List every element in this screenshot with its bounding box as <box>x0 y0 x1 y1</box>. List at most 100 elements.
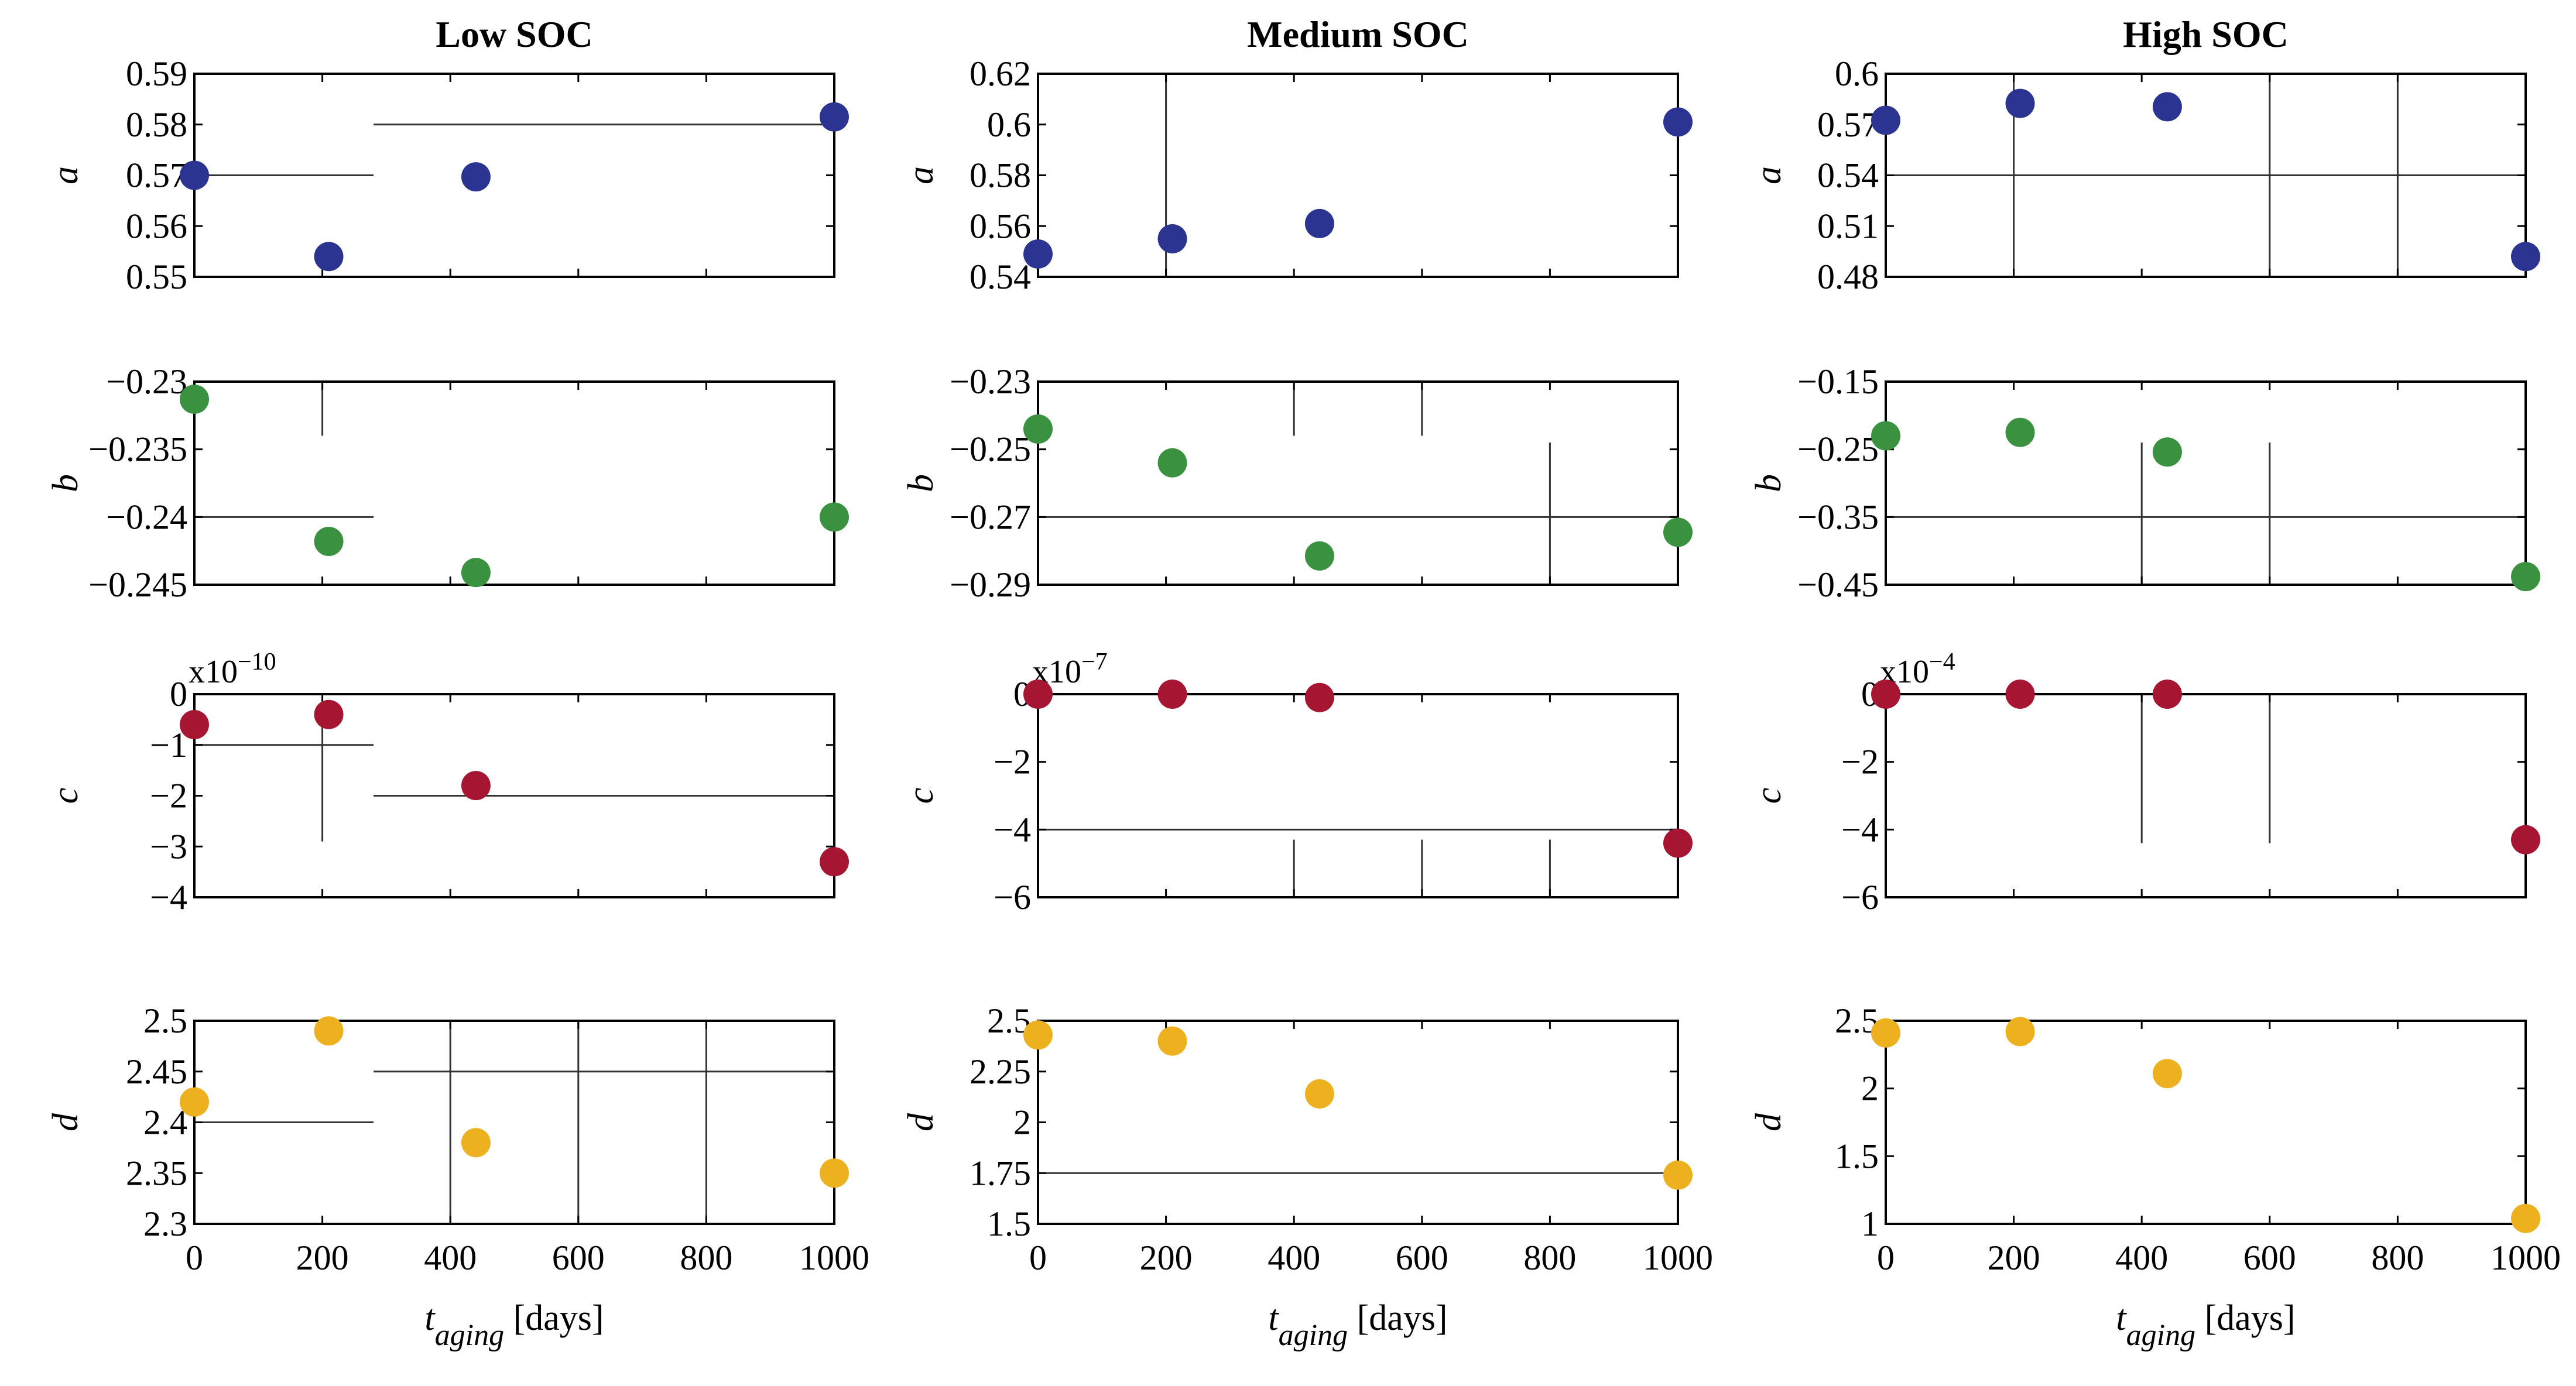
exponent-label: x10−10 <box>189 649 276 690</box>
y-tick-label: 0.59 <box>126 54 187 93</box>
y-tick-label: 2.25 <box>970 1052 1031 1091</box>
data-point-d <box>1871 1018 1900 1048</box>
data-point-b <box>1663 517 1693 547</box>
y-tick-label: 0.48 <box>1817 258 1879 296</box>
x-tick-label: 800 <box>1523 1239 1576 1277</box>
y-tick-label: −6 <box>1841 878 1879 917</box>
y-axis-label: a <box>1749 166 1789 184</box>
data-point-b <box>1871 421 1900 451</box>
x-tick-label: 400 <box>424 1239 477 1277</box>
data-point-b <box>2152 437 2182 467</box>
data-point-a <box>820 102 849 132</box>
data-point-d <box>1304 1079 1334 1109</box>
plot-frame <box>1037 73 1679 278</box>
y-tick-label: −1 <box>150 726 187 764</box>
x-axis-label: taging [days] <box>424 1298 604 1352</box>
x-tick-label: 800 <box>680 1239 732 1277</box>
y-axis-label: b <box>901 474 941 492</box>
y-tick-label: −0.35 <box>1797 498 1879 536</box>
data-point-a <box>1663 107 1693 137</box>
y-tick-label: 0.56 <box>970 207 1031 245</box>
x-tick-label: 200 <box>296 1239 349 1277</box>
data-point-d <box>314 1016 344 1046</box>
data-point-c <box>1157 680 1187 709</box>
plot-frame <box>1885 1020 2527 1225</box>
x-tick-label: 0 <box>186 1239 203 1277</box>
y-tick-label: −4 <box>1841 810 1879 849</box>
data-point-b <box>314 526 344 556</box>
y-tick-label: 2.3 <box>143 1205 187 1243</box>
y-tick-label: −2 <box>1841 743 1879 781</box>
data-point-a <box>1871 105 1900 135</box>
y-tick-label: −6 <box>994 878 1031 917</box>
y-tick-label: −3 <box>150 827 187 866</box>
y-tick-label: 1.5 <box>1835 1137 1879 1175</box>
x-tick-label: 0 <box>1877 1239 1895 1277</box>
x-tick-label: 200 <box>1988 1239 2040 1277</box>
x-tick-label: 1000 <box>2491 1239 2561 1277</box>
plot-frame <box>193 380 835 586</box>
data-point-c <box>1304 682 1334 712</box>
data-point-b <box>2005 417 2035 447</box>
data-point-a <box>2005 88 2035 118</box>
column-title: Medium SOC <box>1247 13 1469 55</box>
y-tick-label: −0.235 <box>88 430 187 469</box>
data-point-c <box>180 710 209 740</box>
x-axis-label: taging [days] <box>2116 1298 2295 1352</box>
data-point-d <box>2152 1059 2182 1089</box>
y-tick-label: 0.51 <box>1817 207 1879 245</box>
data-point-a <box>461 162 491 192</box>
y-tick-label: 0.62 <box>970 54 1031 93</box>
y-tick-label: 2 <box>1013 1103 1031 1142</box>
y-tick-label: −0.29 <box>950 565 1031 604</box>
y-tick-label: −4 <box>994 810 1031 849</box>
y-tick-label: 0.58 <box>970 156 1031 195</box>
plot-frame <box>1037 380 1679 586</box>
data-point-d <box>180 1087 209 1117</box>
y-tick-label: −0.23 <box>950 362 1031 401</box>
x-tick-label: 600 <box>552 1239 605 1277</box>
y-tick-label: −2 <box>994 743 1031 781</box>
data-point-a <box>314 242 344 272</box>
data-point-b <box>1023 414 1053 444</box>
exponent-label: x10−4 <box>1880 649 1955 690</box>
y-tick-label: 1.5 <box>987 1205 1031 1243</box>
data-point-b <box>180 385 209 414</box>
data-point-c <box>314 699 344 729</box>
x-tick-label: 1000 <box>799 1239 869 1277</box>
y-tick-label: 2.45 <box>126 1052 187 1091</box>
y-tick-label: −0.15 <box>1797 362 1879 401</box>
y-tick-label: 0.56 <box>126 207 187 245</box>
data-point-c <box>2152 680 2182 709</box>
y-tick-label: −0.27 <box>950 498 1031 536</box>
x-tick-label: 600 <box>1396 1239 1448 1277</box>
y-tick-label: 0.6 <box>987 105 1031 144</box>
column-title: High SOC <box>2123 13 2289 55</box>
data-point-c <box>461 771 491 801</box>
x-tick-label: 400 <box>2115 1239 2168 1277</box>
y-tick-label: −0.25 <box>950 430 1031 469</box>
data-point-a <box>1157 224 1187 253</box>
y-axis-label: c <box>901 788 941 804</box>
y-tick-label: −0.23 <box>106 362 187 401</box>
y-tick-label: 0.58 <box>126 105 187 144</box>
y-tick-label: 0.6 <box>1835 54 1879 93</box>
data-point-c <box>1663 828 1693 858</box>
x-tick-label: 200 <box>1140 1239 1193 1277</box>
data-point-c <box>1023 680 1053 709</box>
data-point-d <box>2511 1203 2540 1233</box>
y-tick-label: 0.54 <box>970 258 1031 296</box>
y-axis-label: d <box>901 1113 941 1131</box>
data-point-a <box>2152 92 2182 122</box>
data-point-c <box>2511 825 2540 855</box>
data-point-d <box>461 1128 491 1158</box>
y-axis-label: b <box>46 474 85 492</box>
data-point-b <box>461 558 491 588</box>
y-tick-label: 1 <box>1861 1205 1879 1243</box>
y-axis-label: c <box>46 788 85 804</box>
y-axis-label: a <box>46 166 85 184</box>
y-axis-label: a <box>901 166 941 184</box>
data-point-a <box>1023 239 1053 269</box>
y-tick-label: −0.245 <box>88 565 187 604</box>
x-tick-label: 0 <box>1029 1239 1047 1277</box>
